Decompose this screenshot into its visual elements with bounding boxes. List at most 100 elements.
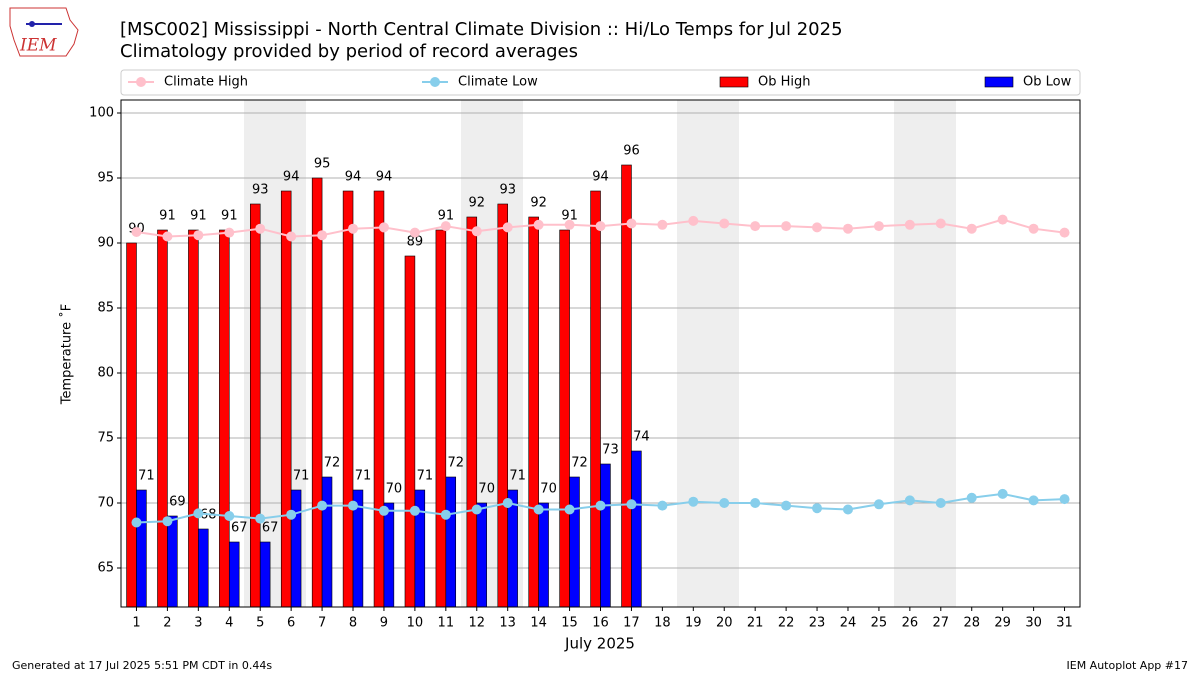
bar — [342, 190, 354, 608]
y-tick-label: 65 — [97, 561, 114, 576]
bar-value-label: 94 — [592, 170, 609, 185]
line-point — [162, 516, 173, 527]
legend-label: Ob High — [758, 75, 811, 90]
line-point — [688, 215, 699, 226]
bar — [497, 203, 508, 608]
bar — [321, 476, 333, 608]
x-tick-label: 10 — [407, 616, 424, 631]
bar-value-label: 93 — [499, 183, 516, 198]
bar-value-label: 69 — [169, 495, 186, 510]
bar — [136, 489, 147, 608]
legend-box — [120, 69, 1081, 96]
bar — [383, 502, 395, 608]
x-tick-label: 16 — [592, 616, 609, 631]
x-axis-label: July 2025 — [564, 635, 635, 653]
bar — [621, 164, 632, 608]
line-point — [904, 219, 915, 230]
bar-value-label: 71 — [417, 469, 434, 484]
line-point — [440, 509, 451, 520]
y-tick-label: 100 — [89, 106, 114, 121]
line-point — [750, 498, 761, 508]
line-point — [935, 498, 946, 508]
line-point — [409, 227, 420, 238]
logo: IEM — [9, 7, 79, 57]
x-tick-label: 2 — [163, 616, 171, 631]
legend-label: Climate Low — [458, 75, 538, 90]
line-point — [719, 498, 730, 508]
line-point — [657, 219, 668, 230]
bar-value-label: 73 — [602, 443, 619, 458]
bar — [538, 502, 549, 608]
x-tick-label: 8 — [349, 616, 357, 631]
bar — [466, 216, 478, 608]
line-point — [317, 500, 328, 511]
bar-value-label: 92 — [469, 196, 486, 211]
line-point — [255, 223, 266, 234]
line-point — [626, 218, 637, 229]
line-point — [595, 500, 606, 511]
line-point — [378, 222, 389, 233]
bar-value-label: 70 — [386, 482, 403, 497]
bar — [198, 528, 209, 608]
x-tick-label: 22 — [778, 616, 795, 631]
line-point — [533, 219, 544, 230]
x-tick-label: 11 — [438, 616, 455, 631]
bar-value-label: 71 — [509, 469, 526, 484]
footer-right: IEM Autoplot App #17 — [1067, 659, 1189, 672]
bar-value-label: 74 — [633, 430, 650, 445]
bar — [157, 229, 168, 608]
bar-value-label: 72 — [324, 456, 341, 471]
line-point — [657, 500, 668, 511]
bar — [311, 177, 323, 608]
line-point — [812, 222, 823, 233]
x-tick-label: 18 — [654, 616, 671, 631]
line-point — [873, 499, 884, 510]
chart-subtitle: Climatology provided by period of record… — [120, 41, 578, 62]
y-tick-label: 70 — [97, 496, 114, 511]
line-point — [348, 500, 359, 511]
line-point — [595, 221, 606, 232]
plot: 9091919193949594948991929392919496716968… — [126, 144, 1070, 608]
line-point — [1028, 495, 1039, 506]
line-point — [719, 218, 730, 229]
legend-label: Ob Low — [1023, 75, 1072, 90]
logo-text: IEM — [19, 36, 57, 56]
bar-value-label: 70 — [540, 482, 557, 497]
x-tick-label: 13 — [499, 616, 516, 631]
line-point — [193, 230, 204, 241]
line-point — [502, 498, 513, 508]
line-point — [842, 223, 853, 234]
line-point — [966, 223, 977, 234]
x-tick-label: 17 — [623, 616, 640, 631]
bar-value-label: 71 — [355, 469, 372, 484]
bar — [435, 229, 447, 608]
line-point — [904, 495, 915, 506]
x-tick-label: 28 — [963, 616, 980, 631]
line-point — [997, 214, 1008, 225]
bar — [126, 242, 137, 608]
x-tick-label: 3 — [194, 616, 202, 631]
line-point — [873, 221, 884, 232]
legend-label: Climate High — [164, 75, 248, 90]
line-point — [286, 231, 297, 242]
weekend — [894, 100, 956, 607]
bar-value-label: 91 — [221, 209, 238, 224]
line-point — [812, 503, 823, 514]
bar-value-label: 71 — [138, 469, 155, 484]
bar-value-label: 91 — [159, 209, 176, 224]
x-tick-label: 26 — [902, 616, 919, 631]
x-tick-label: 4 — [225, 616, 233, 631]
line-point — [750, 221, 761, 232]
bar — [373, 190, 385, 608]
bar — [250, 203, 261, 608]
x-tick-label: 24 — [840, 616, 857, 631]
bar-value-label: 72 — [571, 456, 588, 471]
y-tick-label: 95 — [97, 171, 114, 186]
bar-value-label: 94 — [283, 170, 300, 185]
line-point — [255, 513, 266, 524]
line-point — [471, 504, 482, 515]
bar — [569, 476, 580, 608]
bar — [259, 541, 271, 608]
x-tick-label: 19 — [685, 616, 702, 631]
